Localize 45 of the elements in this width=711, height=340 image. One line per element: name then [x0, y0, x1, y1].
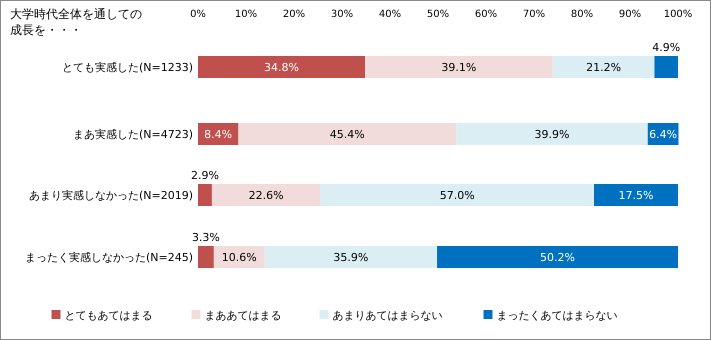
data-label: 45.4%: [330, 128, 365, 141]
data-label: 17.5%: [618, 189, 654, 202]
x-tick-label: 70%: [522, 9, 546, 20]
legend-label: とてもあてはまる: [64, 309, 152, 322]
bar: [320, 184, 594, 206]
x-tick-label: 80%: [570, 9, 594, 20]
x-tick-label: 100%: [664, 9, 692, 20]
y-tick-label: まったく実感しなかった(N=245): [24, 251, 193, 264]
bar: [198, 184, 212, 206]
data-label: 3.3%: [192, 231, 220, 244]
data-label: 6.4%: [649, 128, 678, 141]
data-label: 39.1%: [441, 61, 476, 74]
legend-label: まああてはまる: [204, 309, 282, 322]
text: 大学時代全体を通しての成長を・・・: [10, 7, 142, 37]
data-label: 8.4%: [204, 128, 232, 141]
bar: [198, 246, 214, 268]
y-tick-label: まあ実感した(N=4723): [72, 128, 193, 141]
data-label: 10.6%: [222, 251, 257, 264]
data-label: 4.9%: [652, 41, 680, 54]
data-label: 22.6%: [248, 189, 284, 202]
x-tick-label: 30%: [330, 9, 354, 20]
y-tick-label: とても実感した(N=1233): [62, 61, 193, 74]
x-tick-label: 50%: [426, 9, 450, 20]
bar: [437, 246, 678, 268]
data-label: 57.0%: [440, 189, 475, 202]
x-tick-label: 40%: [378, 9, 402, 20]
data-label: 39.9%: [534, 128, 570, 141]
x-tick-label: 90%: [618, 9, 642, 20]
bar: [212, 184, 320, 206]
bar: [238, 123, 456, 145]
x-tick-label: 10%: [234, 9, 258, 20]
data-label: 21.2%: [586, 61, 622, 74]
legend-label: まったくあてはまらない: [496, 309, 618, 322]
y-tick-label: あまり実感しなかった(N=2019): [28, 189, 193, 202]
x-tick-label: 0%: [190, 9, 206, 20]
bar: [264, 246, 438, 268]
bar: [456, 123, 648, 145]
data-label: 35.9%: [333, 251, 368, 264]
bar: [594, 184, 678, 206]
data-label: 2.9%: [190, 169, 219, 182]
data-label: 34.8%: [264, 61, 299, 74]
legend-label: あまりあてはまらない: [332, 309, 442, 322]
x-tick-label: 60%: [474, 9, 498, 20]
x-tick-label: 20%: [282, 9, 306, 20]
data-label: 50.2%: [540, 251, 575, 264]
